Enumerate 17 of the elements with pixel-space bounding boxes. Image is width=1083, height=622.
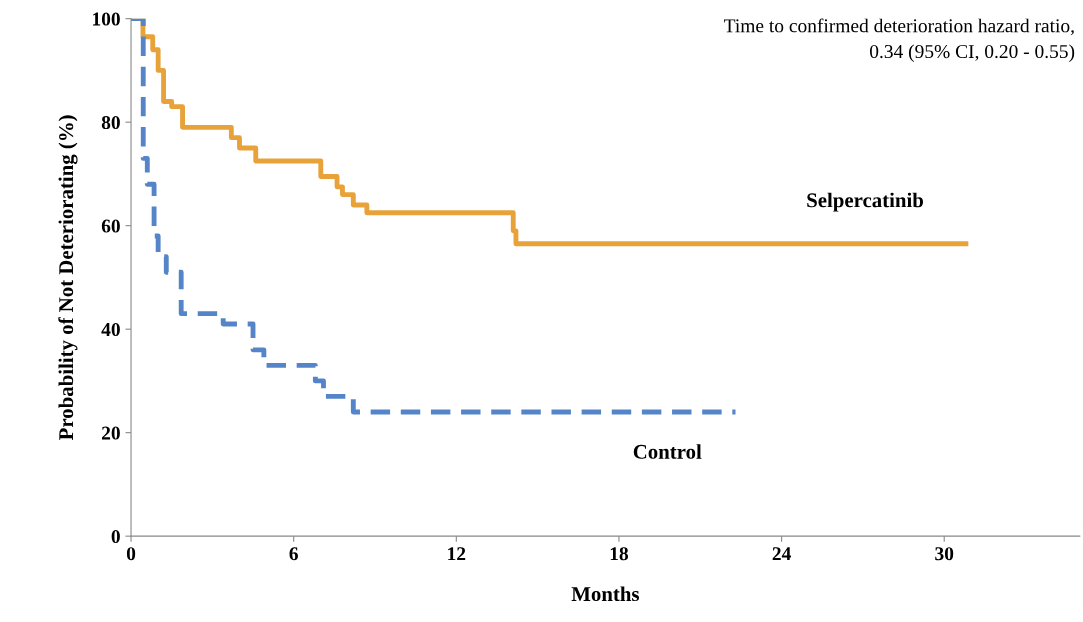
- x-axis-title: Months: [571, 586, 640, 602]
- y-axis-title: Probability of Not Deteriorating (%): [58, 115, 78, 441]
- series-label: Control: [633, 444, 702, 459]
- y-tick-label: 80: [101, 115, 120, 130]
- x-tick-label: 24: [772, 547, 791, 561]
- y-tick-label: 20: [102, 426, 120, 440]
- annotation: Time to confirmed deterioration hazard ratio, 0.34 (95% CI, 0.20 - 0.55): [724, 18, 1075, 63]
- x-tick-label: 12: [448, 547, 466, 561]
- x-tick-label: 18: [610, 547, 629, 561]
- y-tick-label: 0: [111, 529, 120, 544]
- y-tick-label: 40: [101, 322, 120, 337]
- x-tick-label: 0: [126, 547, 136, 561]
- y-tick-label: 60: [101, 219, 120, 233]
- x-tick-label: 30: [935, 547, 954, 561]
- series-label: Selpercatinib: [807, 192, 924, 212]
- y-tick-label: 100: [93, 12, 120, 26]
- x-tick-label: 6: [289, 547, 298, 561]
